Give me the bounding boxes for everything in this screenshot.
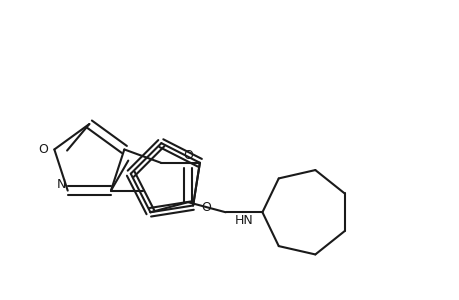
Text: HN: HN: [234, 214, 252, 227]
Text: O: O: [39, 143, 48, 156]
Text: O: O: [183, 149, 192, 162]
Text: O: O: [201, 201, 211, 214]
Text: N: N: [56, 178, 66, 190]
